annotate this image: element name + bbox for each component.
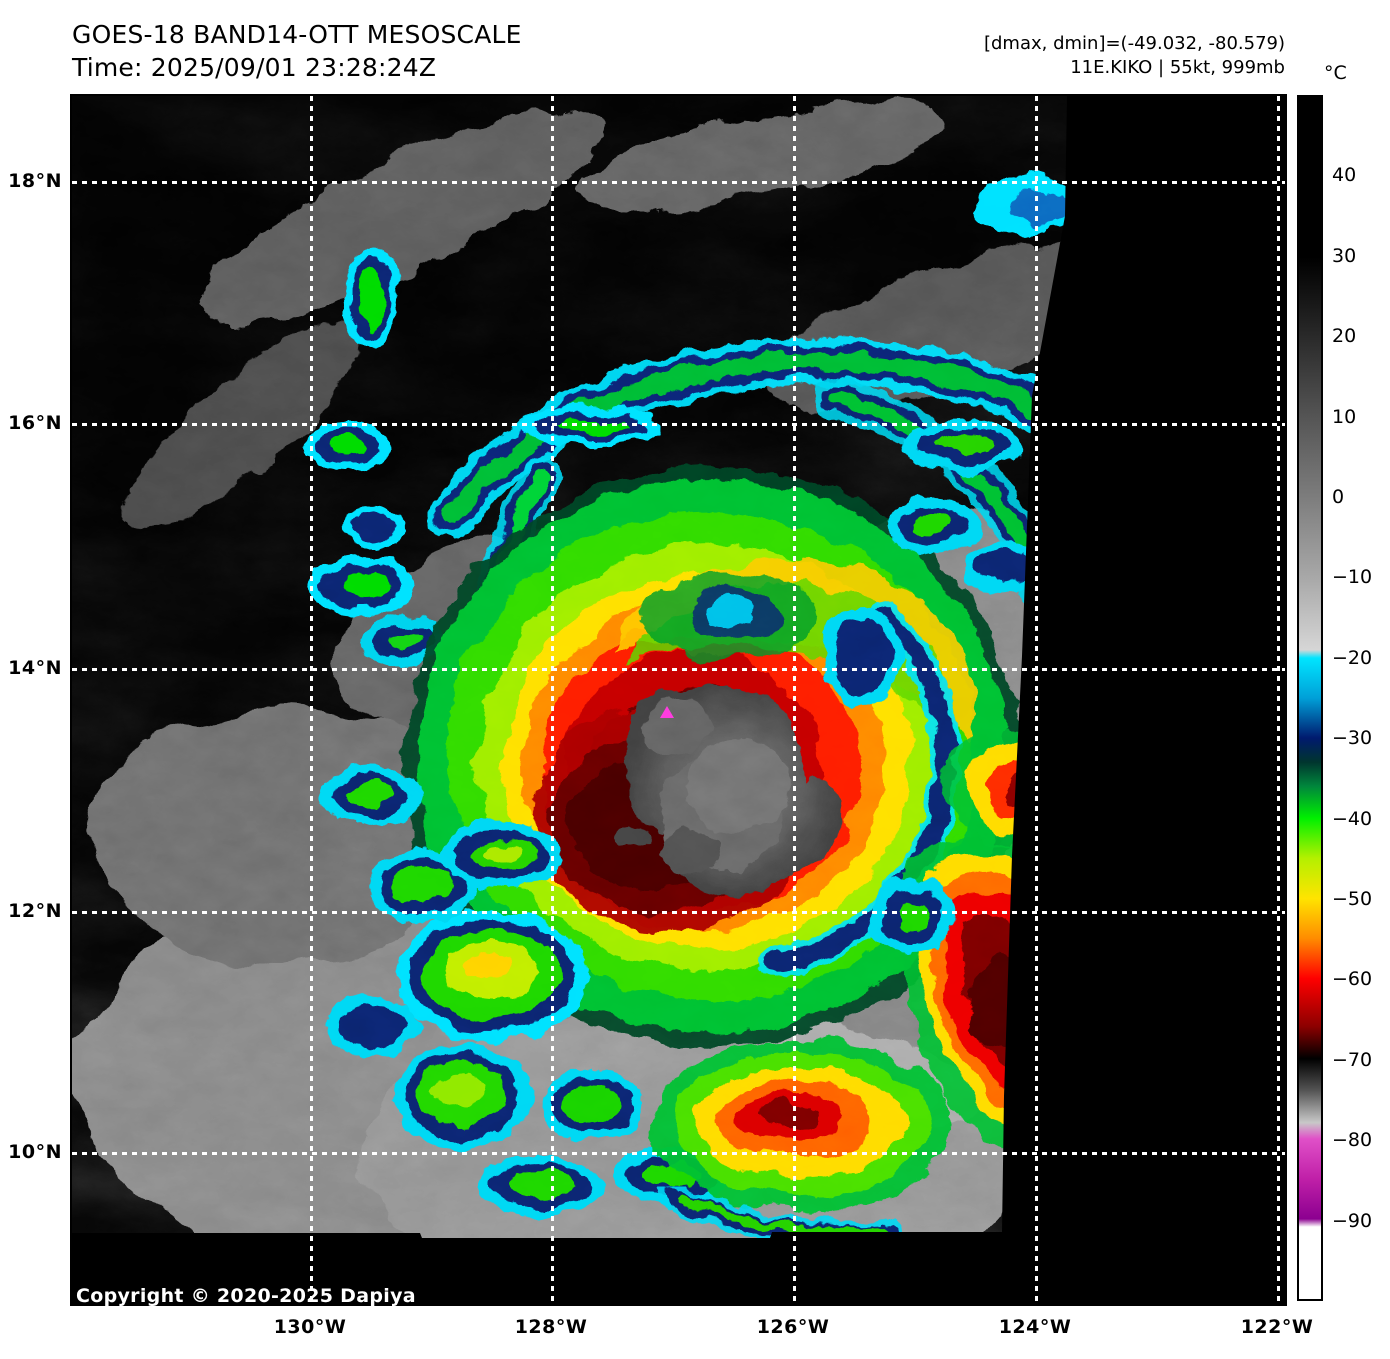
colorbar-tick-neg20: −20	[1332, 646, 1373, 669]
colorbar-unit-label: °C	[1324, 62, 1347, 84]
colorbar-tick-40: 40	[1332, 164, 1357, 187]
lat-tick-16n: 16°N	[8, 412, 62, 434]
storm-info: 11E.KIKO | 55kt, 999mb	[1070, 57, 1285, 79]
lon-tick-124w: 124°W	[998, 1316, 1072, 1338]
colorbar-tick-neg90: −90	[1332, 1209, 1373, 1232]
colorbar-tick-neg70: −70	[1332, 1048, 1373, 1071]
storm-center-marker	[660, 706, 674, 718]
lat-tick-14n: 14°N	[8, 657, 62, 679]
colorbar-tick-neg30: −30	[1332, 727, 1373, 750]
lat-tick-10n: 10°N	[8, 1141, 62, 1163]
colorbar-tick-0: 0	[1332, 486, 1345, 508]
colorbar-tick-neg40: −40	[1332, 807, 1373, 830]
satellite-image-plot[interactable]	[72, 96, 1285, 1304]
satellite-imagery	[72, 96, 1285, 1304]
colorbar-tick-neg60: −60	[1332, 968, 1373, 991]
colorbar-tick-10: 10	[1332, 405, 1357, 428]
temperature-colorbar[interactable]	[1297, 95, 1323, 1301]
colorbar-tick-neg10: −10	[1332, 566, 1373, 589]
copyright-notice: Copyright © 2020-2025 Dapiya	[76, 1285, 416, 1307]
colorbar-tick-30: 30	[1332, 244, 1357, 267]
lon-tick-128w: 128°W	[514, 1316, 588, 1338]
lon-tick-130w: 130°W	[273, 1316, 347, 1338]
lat-tick-12n: 12°N	[8, 900, 62, 922]
timestamp: Time: 2025/09/01 23:28:24Z	[72, 53, 437, 83]
colorbar-tick-neg50: −50	[1332, 888, 1373, 910]
lat-tick-18n: 18°N	[8, 170, 62, 192]
title-block: GOES-18 BAND14-OTT MESOSCALE Time: 2025/…	[72, 18, 522, 85]
colorbar-gradient	[1299, 97, 1321, 1299]
dmax-dmin-readout: [dmax, dmin]=(-49.032, -80.579)	[983, 33, 1285, 54]
colorbar-tick-20: 20	[1332, 325, 1357, 348]
colorbar-tick-neg80: −80	[1332, 1129, 1373, 1152]
page-title: GOES-18 BAND14-OTT MESOSCALE	[72, 20, 522, 49]
metadata-block: [dmax, dmin]=(-49.032, -80.579) 11E.KIKO…	[984, 32, 1285, 81]
lon-tick-122w: 122°W	[1240, 1316, 1314, 1338]
lon-tick-126w: 126°W	[756, 1316, 830, 1338]
